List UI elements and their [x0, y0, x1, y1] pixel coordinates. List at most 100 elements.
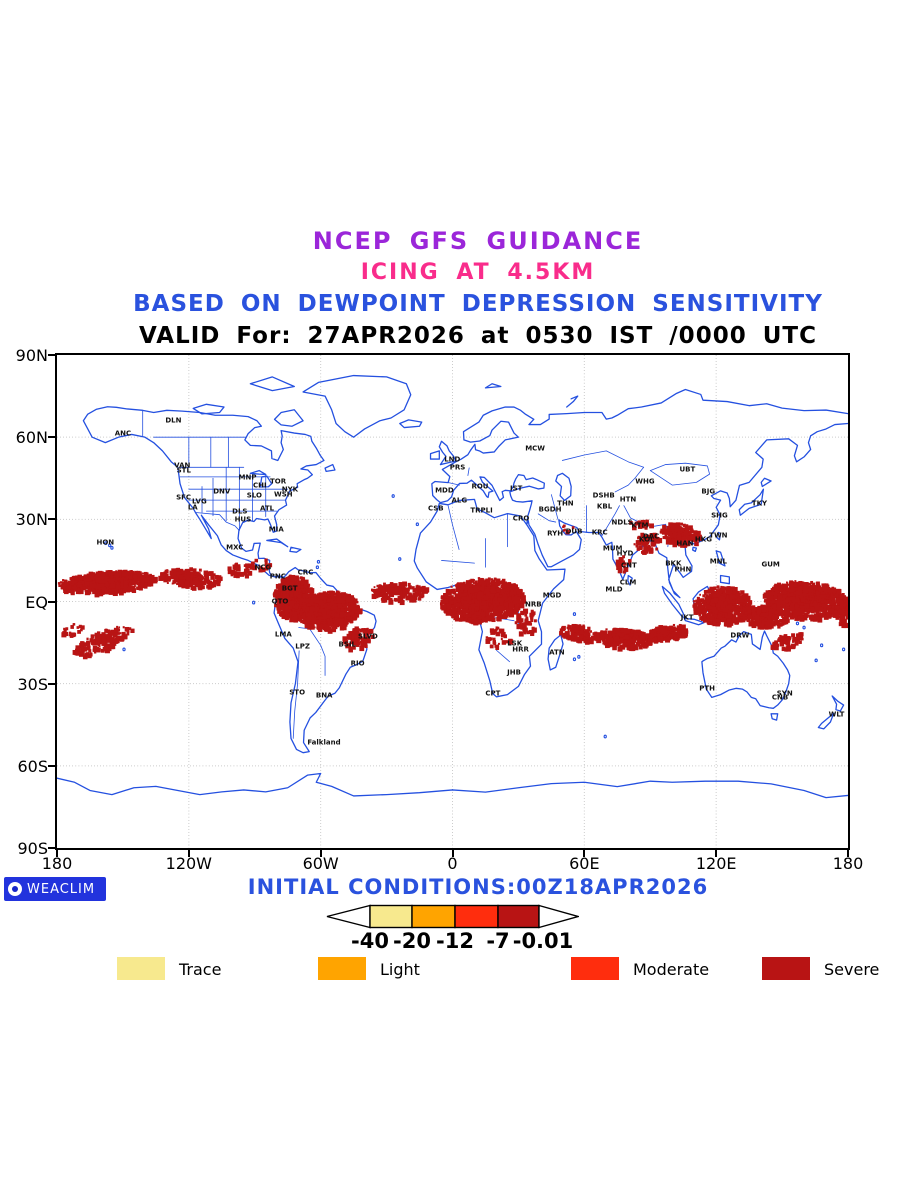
station-label-cnb: CNB: [771, 693, 789, 702]
logo-text: WEACLIM: [27, 881, 96, 897]
station-label-ryh: RYH: [547, 529, 564, 538]
station-label-thn: THN: [557, 499, 574, 508]
station-label-dshb: DSHB: [592, 491, 615, 500]
lon-tick-mark: [583, 850, 586, 857]
lon-tick-label: 120W: [165, 854, 212, 873]
station-label-hrr: HRR: [512, 645, 529, 654]
station-label-slo: SLO: [246, 491, 262, 500]
lat-tick-mark: [48, 600, 56, 603]
colorbar-value: -12: [436, 929, 474, 953]
station-label-atn: ATN: [549, 648, 565, 657]
station-label-twn: TWN: [709, 531, 728, 540]
station-label-phn: PHN: [674, 565, 692, 574]
lon-tick-label: 0: [447, 854, 458, 873]
lon-tick-label: 180: [41, 854, 73, 873]
station-label-mld: MLD: [605, 585, 623, 594]
lat-tick-label: 60S: [17, 756, 48, 776]
legend-label-moderate: Moderate: [633, 960, 710, 979]
colorbar-value: -7: [486, 929, 510, 953]
lon-tick-mark: [451, 850, 454, 857]
lat-tick-label: 30N: [15, 510, 48, 530]
station-label-mxc: MXC: [226, 543, 244, 552]
station-label-han: HAN: [676, 539, 694, 548]
legend-label-severe: Severe: [824, 960, 880, 979]
station-label-mnp: MNP: [238, 473, 257, 482]
lon-tick-mark: [187, 850, 190, 857]
legend-swatch-moderate: [571, 957, 619, 980]
station-label-jkt: JKT: [680, 613, 694, 622]
legend-swatch-light: [318, 957, 366, 980]
legend-label-light: Light: [380, 960, 420, 979]
station-label-nyk: NYK: [281, 485, 299, 494]
station-label-hyd: HYD: [616, 549, 634, 558]
station-label-hus: HUS: [234, 515, 252, 524]
station-label-mia: MIA: [268, 525, 284, 534]
station-label-van: VAN: [174, 461, 191, 470]
station-label-nrb: NRB: [525, 600, 542, 609]
legend-swatch-severe: [762, 957, 810, 980]
lon-tick-mark: [847, 850, 849, 857]
station-label-mgd: MGD: [542, 591, 562, 600]
station-label-rio: RIO: [350, 659, 365, 668]
station-label-pth: PTH: [699, 684, 716, 693]
lat-tick-label: EQ: [25, 592, 48, 612]
station-label-lnd: LND: [444, 455, 461, 464]
station-label-slvd: SLVD: [358, 632, 378, 641]
station-label-lvg: LVG: [192, 497, 207, 506]
station-label-wlt: WLT: [828, 710, 845, 719]
lon-tick-mark: [56, 850, 58, 857]
lat-tick-mark: [48, 847, 56, 849]
station-label-ubt: UBT: [679, 465, 696, 474]
legend-swatch-trace: [117, 957, 165, 980]
station-label-cnt: CNT: [621, 561, 637, 570]
station-label-mdd: MDD: [435, 486, 454, 495]
station-label-bsil: BSIL: [338, 640, 356, 649]
station-label-qto: QTO: [271, 597, 289, 606]
station-label-atl: ATL: [259, 504, 275, 513]
station-label-drw: DRW: [730, 631, 750, 640]
title-model: NCEP GFS GUIDANCE: [312, 227, 644, 255]
station-label-kol: KOL: [638, 535, 655, 544]
station-label-lma: LMA: [274, 630, 292, 639]
station-label-hkg: HKG: [694, 535, 712, 544]
station-label-mnl: MNL: [709, 557, 728, 565]
title-method: BASED ON DEWPOINT DEPRESSION SENSITIVITY: [133, 291, 823, 317]
lat-tick-label: 60N: [15, 428, 48, 448]
lat-tick-label: 90S: [17, 839, 48, 858]
lat-tick-mark: [48, 436, 56, 439]
lon-tick-label: 60W: [302, 854, 339, 873]
station-label-kbl: KBL: [596, 502, 613, 511]
station-label-lpz: LPZ: [295, 642, 310, 651]
colorbar-value: -20: [393, 929, 431, 953]
lat-tick-label: 30S: [17, 674, 48, 694]
station-label-dnv: DNV: [213, 487, 231, 496]
station-label-bkk: BKK: [665, 559, 682, 568]
station-label-anc: ANC: [114, 429, 132, 438]
station-label-cro: CRO: [512, 514, 530, 523]
station-label-ktm: KTM: [631, 521, 649, 530]
station-label-htn: HTN: [619, 495, 637, 504]
station-label-csb: CSB: [427, 504, 444, 513]
map-canvas: [57, 355, 848, 848]
station-label-chi: CHI: [252, 481, 267, 490]
lon-tick-label: 120E: [695, 854, 737, 873]
station-label-pnc: PNC: [269, 572, 286, 581]
station-label-shg: SHG: [711, 511, 728, 520]
station-label-clm: CLM: [619, 578, 637, 587]
station-label-falkland: Falkland: [307, 738, 341, 747]
station-label-lsk: LSK: [507, 639, 523, 648]
station-label-ist: IST: [510, 484, 523, 493]
station-label-bgdh: BGDH: [538, 505, 562, 514]
station-label-prs: PRS: [449, 463, 466, 472]
lat-tick-mark: [48, 764, 56, 767]
station-label-la: LA: [187, 503, 198, 512]
logo-ring-icon: [8, 882, 22, 896]
station-label-dub: DUB: [565, 527, 583, 536]
station-label-cpt: CPT: [485, 689, 501, 698]
station-label-bna: BNA: [315, 691, 333, 700]
lat-tick-mark: [48, 354, 56, 356]
station-label-crc: CRC: [297, 568, 314, 577]
station-label-sto: STO: [289, 688, 306, 697]
colorbar-value: -0.01: [512, 929, 574, 953]
